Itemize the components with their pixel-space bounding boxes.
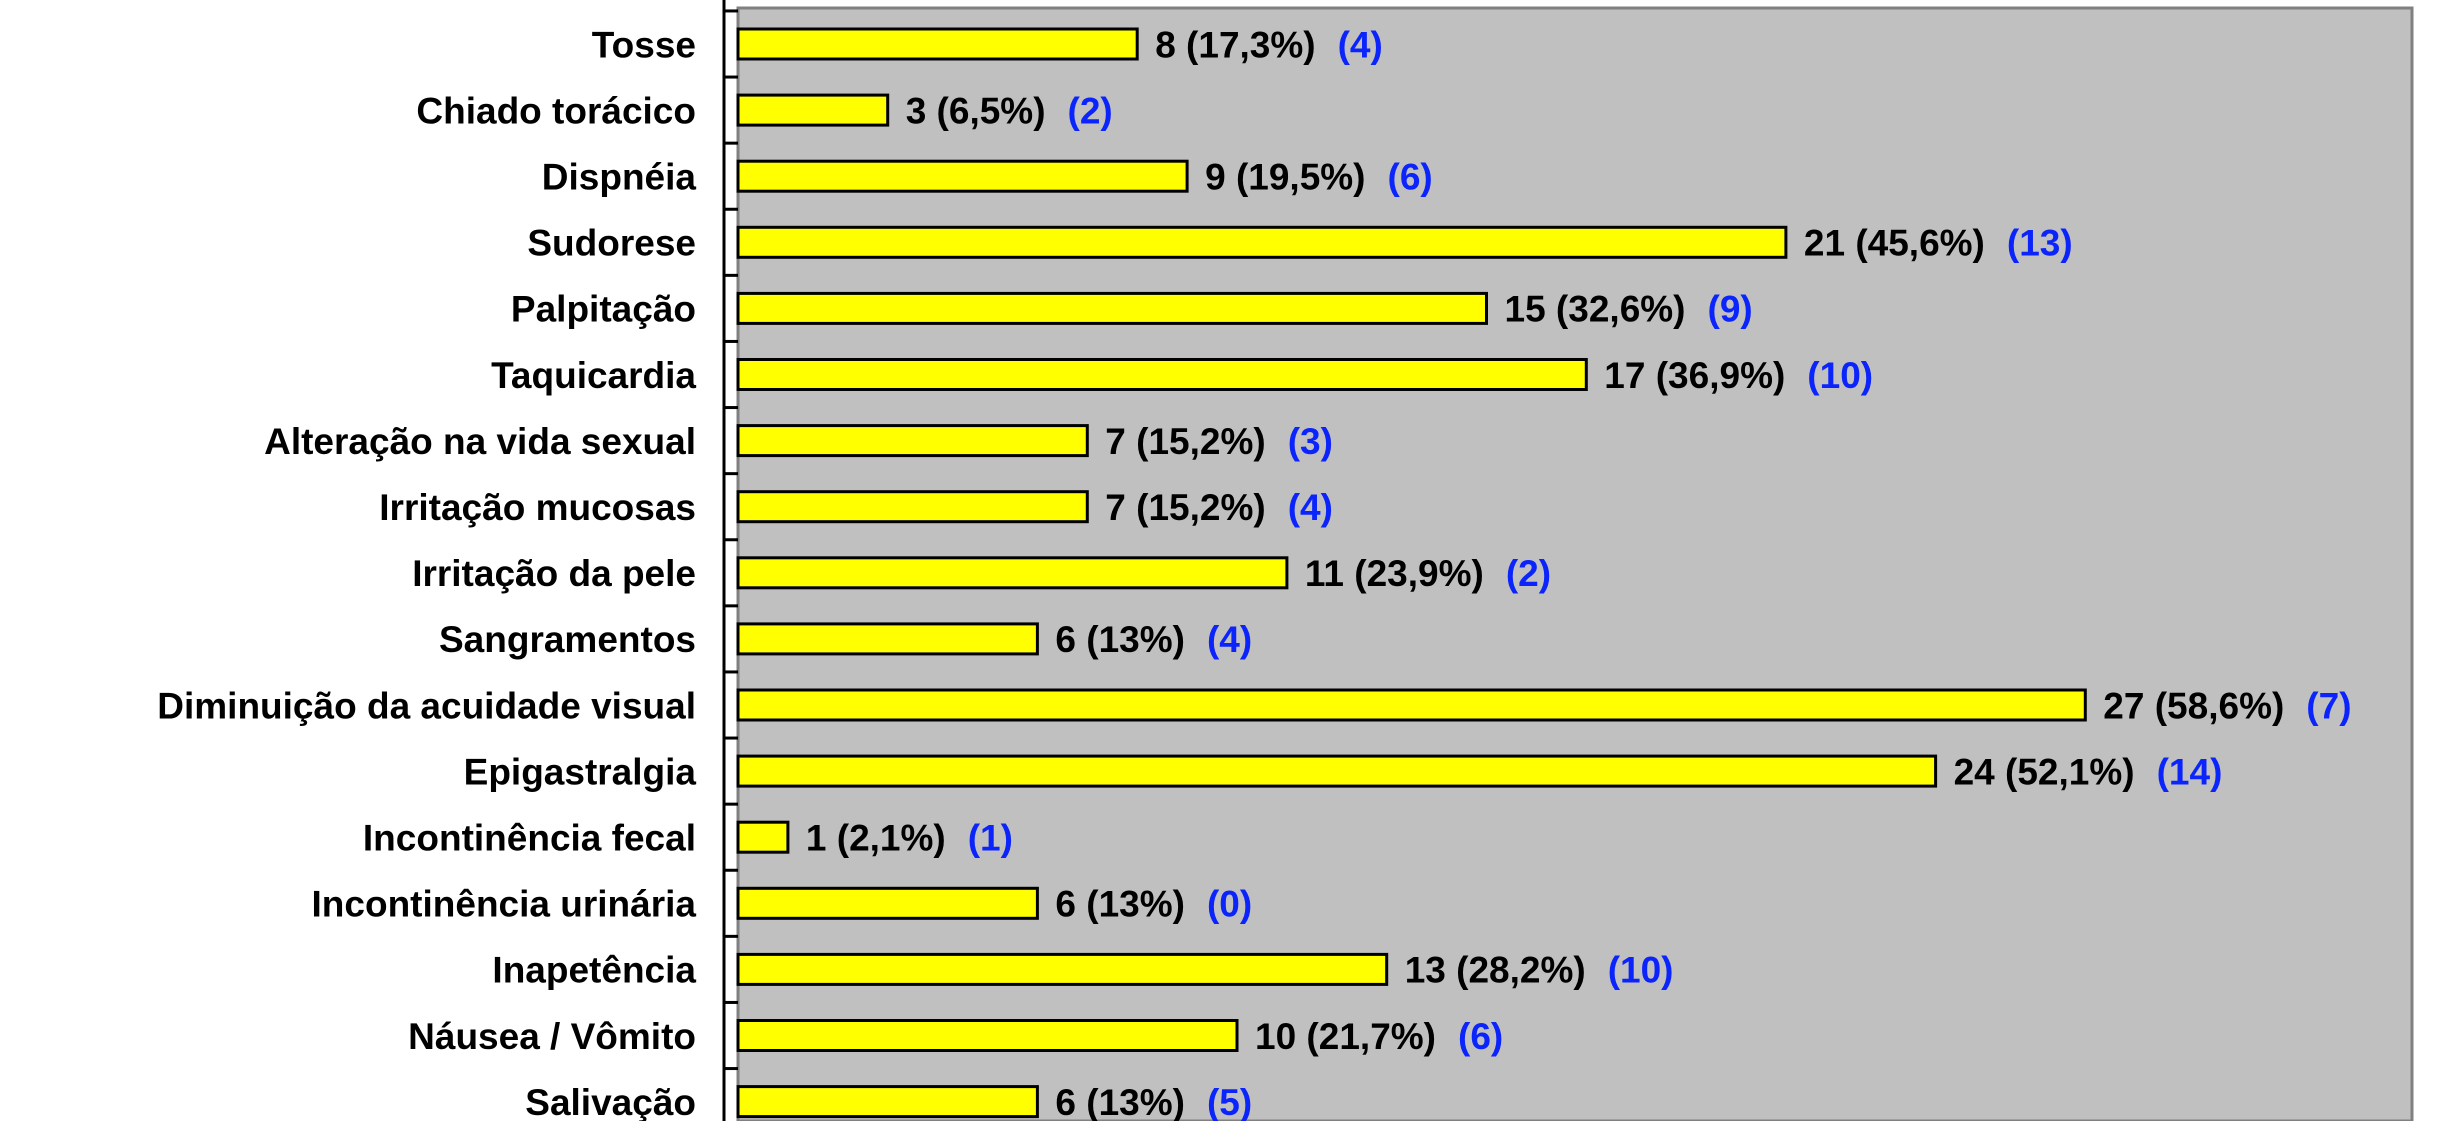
bar xyxy=(736,93,890,127)
bar xyxy=(736,886,1039,920)
value-label: 7 (15,2%) xyxy=(1105,421,1265,462)
category-label: Inapetência xyxy=(492,950,696,991)
bar xyxy=(736,291,1488,325)
category-label: Dispnéia xyxy=(542,157,697,198)
category-label: Irritação da pele xyxy=(412,553,696,594)
secondary-label: (2) xyxy=(1068,90,1113,131)
bar xyxy=(736,358,1588,391)
secondary-label: (6) xyxy=(1458,1016,1503,1057)
value-label: 13 (28,2%) xyxy=(1405,950,1586,991)
bar xyxy=(736,688,2087,722)
bar xyxy=(736,159,1189,193)
category-label: Taquicardia xyxy=(491,355,696,396)
value-label: 6 (13%) xyxy=(1055,1082,1185,1121)
secondary-label: (9) xyxy=(1708,289,1753,330)
bar xyxy=(736,490,1089,524)
value-label: 15 (32,6%) xyxy=(1505,289,1686,330)
bar xyxy=(736,952,1389,986)
category-label: Epigastralgia xyxy=(464,751,697,792)
bar xyxy=(736,820,790,854)
secondary-label: (1) xyxy=(968,818,1013,859)
secondary-label: (10) xyxy=(1807,355,1873,396)
category-label: Palpitação xyxy=(511,289,696,330)
category-label: Náusea / Vômito xyxy=(408,1016,696,1057)
value-label: 21 (45,6%) xyxy=(1804,223,1985,264)
category-label: Alteração na vida sexual xyxy=(264,421,696,462)
value-label: 6 (13%) xyxy=(1055,619,1185,660)
bar xyxy=(736,1019,1239,1052)
secondary-label: (5) xyxy=(1207,1082,1252,1121)
value-label: 3 (6,5%) xyxy=(906,90,1046,131)
secondary-label: (14) xyxy=(2157,751,2223,792)
bar xyxy=(736,424,1089,458)
category-label: Salivação xyxy=(525,1082,696,1121)
category-label: Sangramentos xyxy=(439,619,696,660)
value-label: 7 (15,2%) xyxy=(1105,487,1265,528)
category-label: Incontinência fecal xyxy=(363,818,696,859)
value-label: 17 (36,9%) xyxy=(1604,355,1785,396)
value-label: 9 (19,5%) xyxy=(1205,157,1365,198)
category-label: Sudorese xyxy=(527,223,696,264)
value-label: 11 (23,9%) xyxy=(1305,553,1484,594)
category-label: Irritação mucosas xyxy=(379,487,696,528)
category-label: Tosse xyxy=(592,24,696,65)
secondary-label: (4) xyxy=(1288,487,1333,528)
secondary-label: (4) xyxy=(1207,619,1252,660)
bar xyxy=(736,754,1938,788)
secondary-label: (7) xyxy=(2306,685,2351,726)
secondary-label: (3) xyxy=(1288,421,1333,462)
secondary-label: (2) xyxy=(1506,553,1551,594)
value-label: 1 (2,1%) xyxy=(806,818,946,859)
bar xyxy=(736,556,1289,590)
bar xyxy=(736,225,1788,259)
secondary-label: (10) xyxy=(1608,950,1674,991)
value-label: 24 (52,1%) xyxy=(1954,751,2135,792)
value-label: 27 (58,6%) xyxy=(2103,685,2284,726)
secondary-label: (13) xyxy=(2007,223,2073,264)
category-label: Incontinência urinária xyxy=(312,884,697,925)
bar xyxy=(736,622,1039,656)
secondary-label: (0) xyxy=(1207,884,1252,925)
bar xyxy=(736,1085,1039,1119)
bar xyxy=(736,27,1139,61)
value-label: 6 (13%) xyxy=(1055,884,1185,925)
category-label: Chiado torácico xyxy=(416,90,696,131)
value-label: 10 (21,7%) xyxy=(1255,1016,1436,1057)
value-label: 8 (17,3%) xyxy=(1155,24,1315,65)
secondary-label: (4) xyxy=(1338,24,1383,65)
secondary-label: (6) xyxy=(1388,157,1433,198)
category-label: Diminuição da acuidade visual xyxy=(157,685,696,726)
